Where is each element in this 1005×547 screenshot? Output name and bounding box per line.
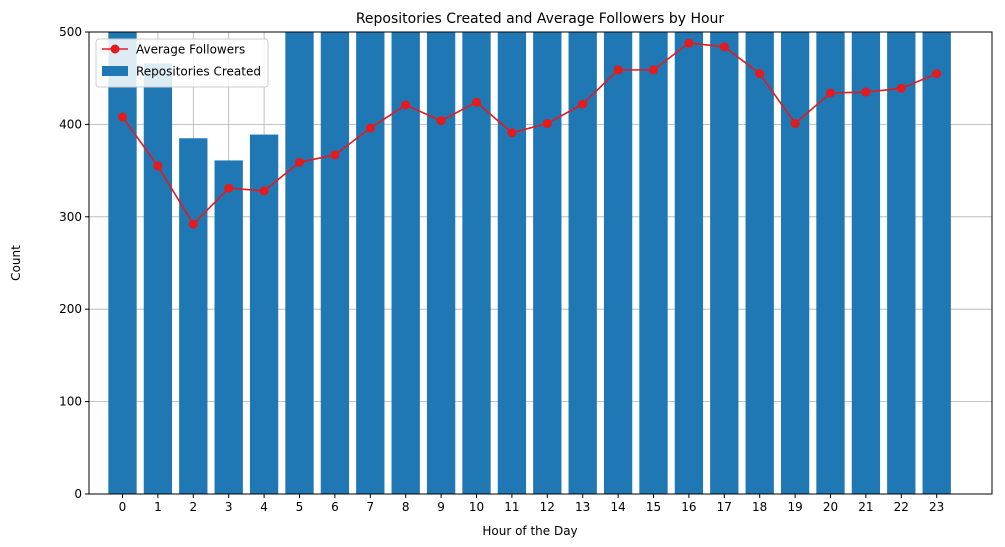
line-point bbox=[330, 150, 340, 160]
x-tick-label: 15 bbox=[646, 500, 661, 514]
x-tick-label: 12 bbox=[540, 500, 555, 514]
bar bbox=[816, 32, 845, 494]
bar bbox=[143, 63, 173, 494]
legend-label-average-followers: Average Followers bbox=[136, 43, 245, 57]
x-tick-label: 6 bbox=[331, 500, 339, 514]
line-point bbox=[401, 100, 411, 110]
line-point bbox=[472, 97, 481, 107]
x-tick-label: 22 bbox=[894, 500, 909, 514]
line-point bbox=[719, 42, 729, 52]
legend-bar-swatch bbox=[102, 66, 128, 76]
bar bbox=[497, 32, 527, 494]
bar-layer bbox=[108, 32, 951, 494]
line-point bbox=[259, 186, 269, 196]
bar bbox=[887, 32, 916, 494]
bar bbox=[356, 32, 385, 494]
bar bbox=[780, 32, 810, 494]
x-tick-label: 1 bbox=[154, 500, 162, 514]
x-tick-label: 16 bbox=[681, 500, 696, 514]
bar bbox=[462, 32, 491, 494]
line-point bbox=[649, 65, 658, 75]
bar bbox=[214, 160, 243, 494]
line-point bbox=[542, 118, 552, 128]
line-point bbox=[436, 116, 446, 126]
legend-label-repositories-created: Repositories Created bbox=[136, 65, 261, 79]
line-point bbox=[755, 69, 765, 79]
x-tick-label: 9 bbox=[437, 500, 445, 514]
line-point bbox=[826, 88, 835, 98]
y-tick-label: 200 bbox=[59, 302, 82, 316]
bar bbox=[639, 32, 668, 494]
x-tick-label: 2 bbox=[189, 500, 197, 514]
x-tick-label: 0 bbox=[119, 500, 127, 514]
bar bbox=[285, 32, 314, 494]
bar bbox=[745, 32, 774, 494]
x-tick-label: 8 bbox=[402, 500, 410, 514]
y-tick-label: 300 bbox=[59, 210, 82, 224]
bar bbox=[568, 32, 597, 494]
legend-marker-swatch bbox=[110, 44, 120, 54]
line-point bbox=[295, 157, 304, 167]
bar bbox=[391, 32, 420, 494]
y-tick-label: 500 bbox=[59, 25, 82, 39]
x-tick-label: 4 bbox=[260, 500, 268, 514]
series-line-average-followers bbox=[121, 42, 938, 226]
chart-title: Repositories Created and Average Followe… bbox=[356, 11, 725, 27]
line-point bbox=[118, 112, 127, 122]
bar bbox=[320, 32, 350, 494]
x-tick-label: 11 bbox=[504, 500, 519, 514]
y-tick-label: 400 bbox=[59, 117, 82, 131]
x-tick-label: 23 bbox=[929, 500, 944, 514]
x-tick-label: 13 bbox=[575, 500, 590, 514]
bar bbox=[922, 32, 951, 494]
line-layer bbox=[118, 38, 942, 229]
x-tick-label: 17 bbox=[717, 500, 732, 514]
x-tick-label: 19 bbox=[787, 500, 802, 514]
bar bbox=[179, 138, 208, 494]
x-tick-label: 10 bbox=[469, 500, 484, 514]
x-tick-label: 21 bbox=[858, 500, 873, 514]
legend: Average Followers Repositories Created bbox=[95, 38, 269, 88]
line-point bbox=[861, 87, 871, 97]
x-tick-label: 20 bbox=[823, 500, 838, 514]
x-tick-label: 5 bbox=[296, 500, 304, 514]
x-tick-label: 7 bbox=[366, 500, 374, 514]
y-tick-label: 0 bbox=[74, 487, 82, 501]
bar bbox=[108, 32, 137, 494]
legend-box bbox=[95, 38, 269, 88]
line-point bbox=[365, 123, 375, 133]
line-point bbox=[224, 183, 234, 193]
bar bbox=[674, 32, 704, 494]
line-point bbox=[578, 99, 588, 109]
x-tick-label: 14 bbox=[610, 500, 625, 514]
x-tick-label: 18 bbox=[752, 500, 767, 514]
line-point bbox=[507, 128, 517, 138]
x-tick-label: 3 bbox=[225, 500, 233, 514]
plot-frame bbox=[88, 31, 993, 495]
x-axis-label: Hour of the Day bbox=[482, 524, 577, 538]
bar bbox=[851, 32, 881, 494]
line-point bbox=[613, 65, 623, 75]
line-point bbox=[790, 118, 800, 128]
line-point bbox=[896, 83, 906, 93]
line-point bbox=[684, 38, 694, 48]
line-point bbox=[188, 219, 198, 229]
y-axis-label: Count bbox=[9, 245, 23, 281]
line-point bbox=[153, 161, 163, 171]
bar bbox=[710, 32, 739, 494]
line-point bbox=[932, 69, 942, 79]
bar bbox=[603, 32, 633, 494]
y-tick-label: 100 bbox=[59, 395, 82, 409]
bar bbox=[533, 32, 562, 494]
bar bbox=[426, 32, 456, 494]
